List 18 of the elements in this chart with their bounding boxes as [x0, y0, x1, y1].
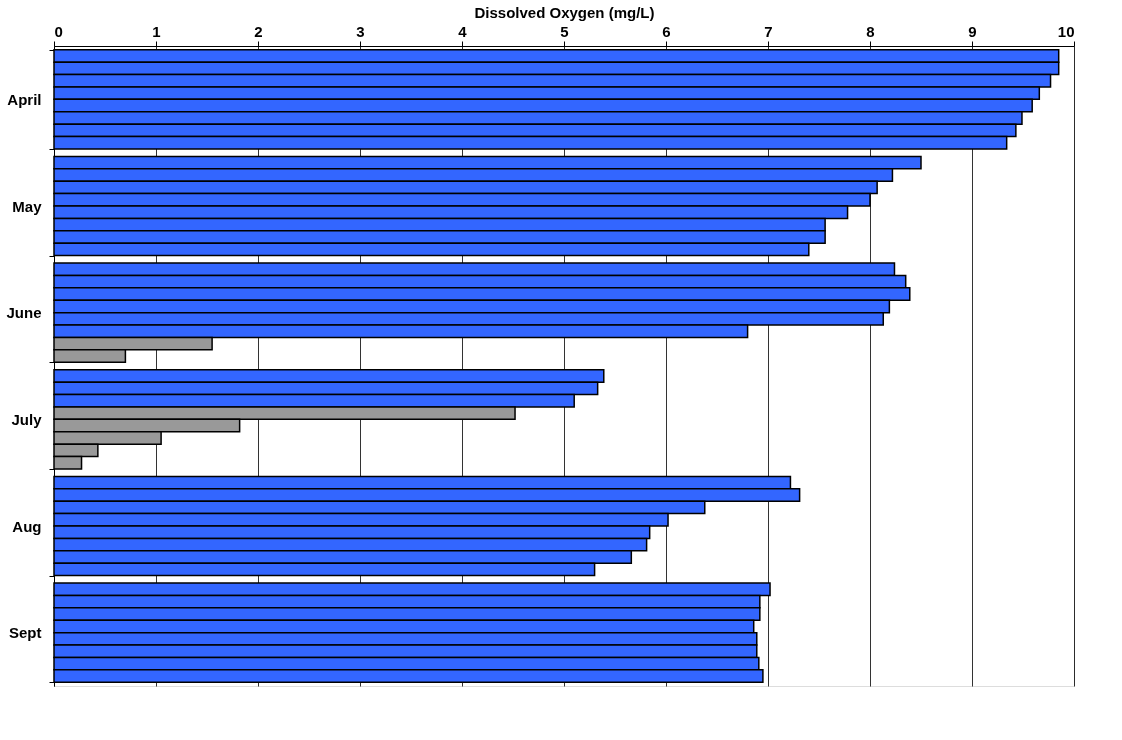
y-tick-label: April — [7, 90, 42, 108]
x-tick-label: 8 — [866, 22, 875, 40]
x-tick-label: 1 — [152, 22, 161, 40]
x-tick-label: 4 — [458, 22, 468, 40]
y-tick-label: June — [6, 304, 42, 322]
x-tick-label: 9 — [968, 22, 977, 40]
x-tick-label: 10 — [1057, 22, 1075, 40]
y-tick-label: July — [11, 410, 43, 428]
x-tick-label: 5 — [560, 22, 569, 40]
x-tick-label: 6 — [662, 22, 671, 40]
x-tick-label: 2 — [254, 22, 263, 40]
y-tick-label: Sept — [8, 624, 42, 642]
y-tick-label: May — [12, 197, 43, 215]
x-tick-label: 3 — [356, 22, 365, 40]
x-axis-title: Dissolved Oxygen (mg/L) — [474, 3, 655, 21]
x-tick-label: 0 — [54, 22, 63, 40]
x-tick-label: 7 — [764, 22, 773, 40]
y-tick-label: Aug — [12, 517, 42, 535]
